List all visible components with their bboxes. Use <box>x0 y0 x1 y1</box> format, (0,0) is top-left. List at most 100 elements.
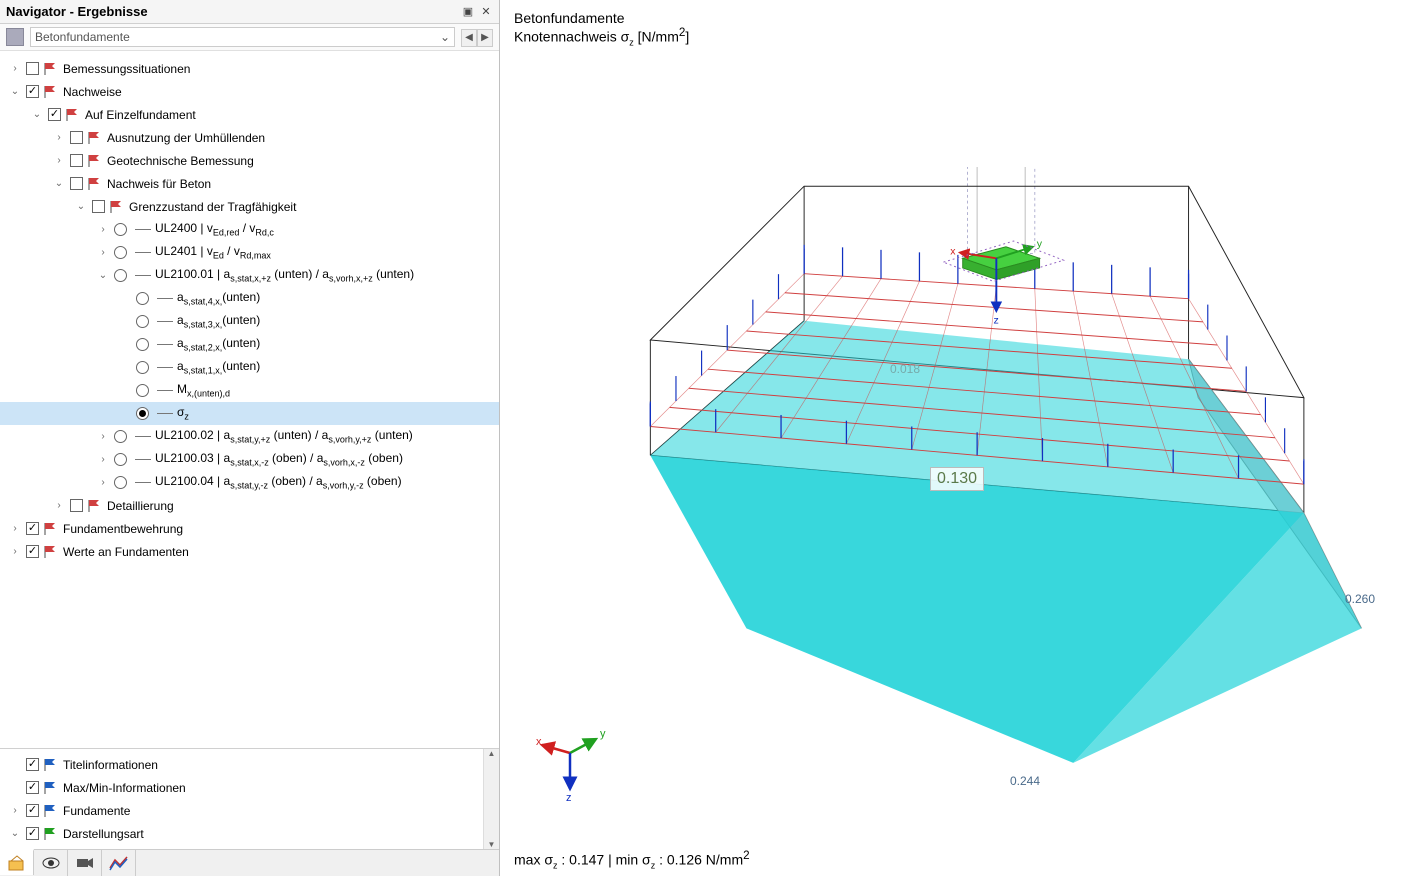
chevron-down-icon: ⌄ <box>440 30 450 44</box>
tree-item-label: Titelinformationen <box>63 758 158 772</box>
scrollbar[interactable] <box>483 749 499 849</box>
radio[interactable] <box>114 246 127 259</box>
next-button[interactable]: ▶ <box>477 29 493 47</box>
expander-icon[interactable]: › <box>96 477 110 488</box>
svg-text:y: y <box>1037 238 1043 250</box>
pin-icon[interactable]: ▣ <box>461 5 475 19</box>
radio[interactable] <box>136 315 149 328</box>
tree-item-titel[interactable]: Titelinformationen <box>0 753 499 776</box>
dash-icon <box>157 390 173 391</box>
radio[interactable] <box>114 476 127 489</box>
expander-icon[interactable]: ⌄ <box>8 86 22 97</box>
tree-item-sigmaz[interactable]: σz <box>0 402 499 425</box>
expander-icon[interactable]: ⌄ <box>30 109 44 120</box>
tree-item-werte[interactable]: ›Werte an Fundamenten <box>0 540 499 563</box>
checkbox[interactable] <box>26 522 39 535</box>
prev-button[interactable]: ◀ <box>461 29 477 47</box>
expander-icon[interactable]: › <box>8 523 22 534</box>
radio[interactable] <box>136 361 149 374</box>
close-icon[interactable]: ✕ <box>479 5 493 19</box>
expander-icon[interactable]: ⌄ <box>74 201 88 212</box>
tree-item-geo[interactable]: ›Geotechnische Bemessung <box>0 149 499 172</box>
tree-item-label: as,stat,1,x,(unten) <box>177 359 260 375</box>
tree-item-maxmin[interactable]: Max/Min-Informationen <box>0 776 499 799</box>
tree-item-grenz[interactable]: ⌄Grenzzustand der Tragfähigkeit <box>0 195 499 218</box>
tree-item-as3[interactable]: as,stat,3,x,(unten) <box>0 310 499 333</box>
checkbox[interactable] <box>26 545 39 558</box>
tree-item-detail[interactable]: ›Detaillierung <box>0 494 499 517</box>
tree-item-einzel[interactable]: ⌄ Auf Einzelfundament <box>0 103 499 126</box>
radio[interactable] <box>114 430 127 443</box>
expander-icon[interactable]: › <box>96 431 110 442</box>
tab-graph[interactable] <box>102 850 136 876</box>
results-tree[interactable]: ›Bemessungssituationen ⌄ Nachweise ⌄ Auf Ein… <box>0 51 499 748</box>
checkbox[interactable] <box>26 827 39 840</box>
checkbox[interactable] <box>48 108 61 121</box>
flag-icon <box>43 85 59 99</box>
checkbox[interactable] <box>70 177 83 190</box>
navigator-toolbar: Betonfundamente ⌄ ◀▶ <box>0 24 499 51</box>
flag-icon <box>87 131 103 145</box>
tree-item-ul2401[interactable]: ›UL2401 | vEd / vRd,max <box>0 241 499 264</box>
checkbox[interactable] <box>26 758 39 771</box>
tree-item-ul2400[interactable]: ›UL2400 | vEd,red / vRd,c <box>0 218 499 241</box>
viewport: Betonfundamente Knotennachweis σz [N/mm2… <box>500 0 1415 876</box>
tree-item-beton[interactable]: ⌄Nachweis für Beton <box>0 172 499 195</box>
tab-results[interactable] <box>0 849 34 875</box>
checkbox[interactable] <box>26 62 39 75</box>
checkbox[interactable] <box>70 499 83 512</box>
tree-item-label: σz <box>177 405 189 421</box>
expander-icon[interactable]: › <box>52 500 66 511</box>
tree-item-as2[interactable]: as,stat,2,x,(unten) <box>0 333 499 356</box>
radio[interactable] <box>136 384 149 397</box>
expander-icon[interactable]: › <box>96 247 110 258</box>
module-dropdown[interactable]: Betonfundamente ⌄ <box>30 27 455 47</box>
checkbox[interactable] <box>70 154 83 167</box>
checkbox[interactable] <box>92 200 105 213</box>
tree-item-nachw[interactable]: ⌄ Nachweise <box>0 80 499 103</box>
svg-text:y: y <box>600 728 606 740</box>
checkbox[interactable] <box>26 781 39 794</box>
tree-item-ul2100_03[interactable]: ›UL2100.03 | as,stat,x,-z (oben) / as,vo… <box>0 448 499 471</box>
expander-icon[interactable]: › <box>52 132 66 143</box>
tree-item-fund[interactable]: ›Fundamente <box>0 799 499 822</box>
expander-icon[interactable]: › <box>96 224 110 235</box>
expander-icon[interactable]: › <box>96 454 110 465</box>
expander-icon[interactable]: › <box>8 546 22 557</box>
radio[interactable] <box>114 453 127 466</box>
checkbox[interactable] <box>70 131 83 144</box>
radio[interactable] <box>136 292 149 305</box>
expander-icon[interactable]: ⌄ <box>52 178 66 189</box>
tab-view[interactable] <box>34 850 68 876</box>
tree-item-label: Mx,(unten),d <box>177 382 230 398</box>
expander-icon[interactable]: ⌄ <box>8 828 22 839</box>
flag-icon <box>43 804 59 818</box>
checkbox[interactable] <box>26 804 39 817</box>
checkbox[interactable] <box>26 85 39 98</box>
tree-item-fundbew[interactable]: ›Fundamentbewehrung <box>0 517 499 540</box>
display-options-tree[interactable]: TitelinformationenMax/Min-Informationen›… <box>0 748 499 849</box>
viewport-canvas[interactable]: xyz 0.130 0.260 0.244 0.018 x y z <box>500 47 1415 842</box>
tab-camera[interactable] <box>68 850 102 876</box>
radio[interactable] <box>136 338 149 351</box>
tree-item-as1[interactable]: as,stat,1,x,(unten) <box>0 356 499 379</box>
tree-item-ul2100_02[interactable]: ›UL2100.02 | as,stat,y,+z (unten) / as,v… <box>0 425 499 448</box>
tree-item-mx[interactable]: Mx,(unten),d <box>0 379 499 402</box>
expander-icon[interactable]: › <box>8 63 22 74</box>
radio[interactable] <box>136 407 149 420</box>
tree-item-ul2100_01[interactable]: ⌄UL2100.01 | as,stat,x,+z (unten) / as,v… <box>0 264 499 287</box>
tree-item-bem[interactable]: ›Bemessungssituationen <box>0 57 499 80</box>
expander-icon[interactable]: ⌄ <box>96 270 110 281</box>
radio[interactable] <box>114 223 127 236</box>
radio[interactable] <box>114 269 127 282</box>
tree-item-as4[interactable]: as,stat,4,x,(unten) <box>0 287 499 310</box>
tree-item-ausn[interactable]: ›Ausnutzung der Umhüllenden <box>0 126 499 149</box>
tree-item-label: Nachweise <box>63 85 122 99</box>
tree-item-label: Auf Einzelfundament <box>85 108 196 122</box>
expander-icon[interactable]: › <box>52 155 66 166</box>
module-icon[interactable] <box>6 28 24 46</box>
dash-icon <box>135 459 151 460</box>
tree-item-darst[interactable]: ⌄Darstellungsart <box>0 822 499 845</box>
expander-icon[interactable]: › <box>8 805 22 816</box>
tree-item-ul2100_04[interactable]: ›UL2100.04 | as,stat,y,-z (oben) / as,vo… <box>0 471 499 494</box>
